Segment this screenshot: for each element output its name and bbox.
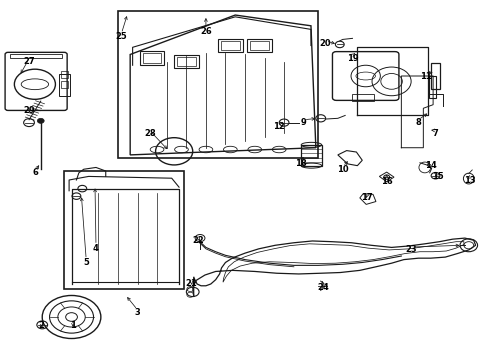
Bar — [59, 74, 70, 96]
Text: 14: 14 — [425, 161, 437, 170]
Text: 21: 21 — [185, 279, 197, 288]
Text: 6: 6 — [33, 168, 39, 177]
Text: 7: 7 — [433, 129, 439, 138]
Text: 13: 13 — [464, 176, 476, 185]
Bar — [431, 63, 440, 89]
Bar — [429, 76, 436, 98]
Bar — [301, 145, 322, 166]
Text: 5: 5 — [83, 258, 89, 267]
Text: 3: 3 — [135, 308, 140, 317]
Bar — [140, 51, 164, 65]
Bar — [221, 41, 240, 50]
Text: 16: 16 — [381, 177, 392, 186]
Text: 1: 1 — [70, 321, 76, 330]
Text: 17: 17 — [361, 193, 373, 202]
Text: 19: 19 — [347, 54, 358, 63]
Bar — [64, 171, 184, 289]
Text: 4: 4 — [93, 244, 99, 253]
Text: 11: 11 — [420, 72, 432, 81]
Bar — [10, 54, 62, 58]
Bar — [61, 81, 68, 88]
Bar — [177, 57, 196, 67]
Text: 12: 12 — [273, 122, 285, 131]
Text: 20: 20 — [320, 39, 331, 48]
Text: 10: 10 — [337, 165, 348, 174]
Bar — [174, 55, 198, 68]
Bar — [352, 94, 374, 101]
Text: 29: 29 — [23, 105, 35, 114]
Text: 28: 28 — [144, 129, 155, 138]
Text: 23: 23 — [405, 246, 417, 255]
Text: 24: 24 — [318, 283, 329, 292]
Circle shape — [37, 118, 44, 123]
Text: 15: 15 — [432, 172, 444, 181]
Text: 26: 26 — [200, 27, 212, 36]
Text: 8: 8 — [416, 118, 421, 127]
Text: 18: 18 — [295, 159, 307, 168]
Bar — [61, 71, 68, 78]
Text: 25: 25 — [116, 32, 127, 41]
Text: 27: 27 — [23, 57, 35, 66]
Text: 9: 9 — [301, 118, 307, 127]
Bar — [250, 41, 269, 50]
Bar — [143, 53, 161, 63]
Bar — [247, 39, 272, 52]
Bar — [218, 39, 243, 52]
Bar — [118, 12, 318, 158]
Text: 2: 2 — [38, 321, 44, 330]
Text: 22: 22 — [193, 237, 204, 246]
